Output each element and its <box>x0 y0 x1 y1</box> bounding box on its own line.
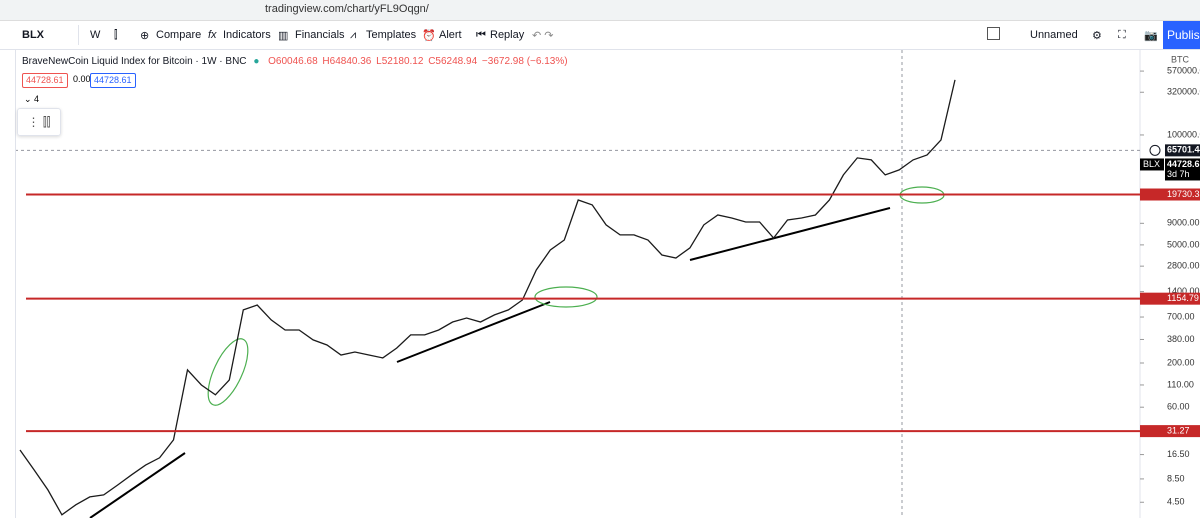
spread: 0.00 <box>73 74 91 84</box>
compare-icon[interactable]: ⊕ <box>140 30 150 42</box>
publish-button[interactable]: Publis <box>1163 21 1200 49</box>
open: O60046.68 <box>268 56 318 67</box>
ask[interactable]: 44728.61 <box>90 73 136 88</box>
chart-style-icon[interactable]: ⫿ <box>114 29 118 41</box>
level-label-box <box>1140 425 1200 438</box>
count: 4 <box>34 94 40 104</box>
symbol-tag-box <box>1140 158 1164 171</box>
high: H64840.36 <box>322 56 372 67</box>
y-tick-label: 570000.00 <box>1167 65 1200 75</box>
bid[interactable]: 44728.61 <box>22 73 68 88</box>
indicator-count[interactable]: ⌄ 4 <box>24 94 40 104</box>
financials-icon[interactable]: ▥ <box>278 30 289 42</box>
drawing-sidebar <box>0 50 16 518</box>
alert[interactable]: Alert <box>439 29 462 41</box>
crosshair-label: 65701.44 <box>1167 145 1200 155</box>
price-line <box>19 79 956 516</box>
last-price-label: 44728.61 <box>1167 159 1200 169</box>
fullscreen-icon[interactable]: ⛶ <box>1118 29 1126 41</box>
y-tick-label: 5000.00 <box>1167 239 1200 249</box>
y-tick-label: 320000.00 <box>1167 87 1200 97</box>
annotation-ellipse <box>534 286 598 308</box>
annotation-ellipse <box>207 338 249 406</box>
change: −3672.98 (−6.13%) <box>481 56 568 67</box>
browser-bar: tradingview.com/chart/yFL9Oqgn/ <box>0 0 1200 21</box>
level-label: 19730.38 <box>1167 189 1200 199</box>
toolbar: BLX W ⫿ ⊕ Compare fx Indicators ▥ Financ… <box>0 21 1200 50</box>
interval[interactable]: W <box>90 29 101 41</box>
trend-line <box>396 301 551 363</box>
symbol[interactable]: BLX <box>22 29 44 41</box>
legend: BraveNewCoin Liquid Index for Bitcoin · … <box>22 56 568 67</box>
indicators[interactable]: Indicators <box>223 29 271 41</box>
templates[interactable]: Templates <box>366 29 417 41</box>
undo[interactable]: ↶ ↷ <box>532 30 554 42</box>
y-tick-label: 4.50 <box>1167 497 1185 507</box>
close: C56248.94 <box>428 56 478 67</box>
replay[interactable]: Replay <box>490 29 525 41</box>
y-tick-label: 8.50 <box>1167 473 1185 483</box>
price-axis <box>1140 50 1200 518</box>
y-tick-label: 9000.00 <box>1167 218 1200 228</box>
y-tick-label: 200.00 <box>1167 357 1195 367</box>
countdown: 3d 7h <box>1167 169 1190 179</box>
alert-icon[interactable]: ⏰ <box>422 30 436 42</box>
y-tick-label: 16.50 <box>1167 449 1190 459</box>
y-tick-label: 100000.00 <box>1167 129 1200 139</box>
y-tick-label: 700.00 <box>1167 311 1195 321</box>
crosshair-label-box <box>1165 144 1200 157</box>
financials[interactable]: Financials <box>295 29 345 41</box>
legend-title: BraveNewCoin Liquid Index for Bitcoin · … <box>22 56 247 67</box>
crosshair-plus <box>1149 144 1161 156</box>
compare[interactable]: Compare <box>156 29 202 41</box>
symbol-tag: BLX <box>1143 159 1160 169</box>
level-label-box <box>1140 292 1200 305</box>
level-label: 1154.79 <box>1167 293 1199 303</box>
level-label-box <box>1140 188 1200 201</box>
y-tick-label: 380.00 <box>1167 334 1195 344</box>
y-tick-label: 60.00 <box>1167 402 1190 412</box>
templates-icon[interactable]: ⩘ <box>350 29 357 41</box>
y-tick-label: 110.00 <box>1167 379 1194 389</box>
trend-line <box>89 452 186 518</box>
replay-icon[interactable]: ⏮ <box>476 29 486 41</box>
snapshot-icon[interactable]: 📷 <box>1144 30 1158 42</box>
url[interactable]: tradingview.com/chart/yFL9Oqgn/ <box>265 3 429 15</box>
currency-label: BTC <box>1171 54 1190 64</box>
layout-name[interactable]: Unnamed <box>1030 29 1078 41</box>
low: L52180.12 <box>376 56 424 67</box>
y-tick-label: 2800.00 <box>1167 261 1200 271</box>
floating-widget[interactable]: ⋮ ⫿⫿ <box>17 108 61 136</box>
settings-icon[interactable]: ⚙ <box>1092 30 1102 42</box>
trend-line <box>689 207 891 261</box>
y-tick-label: 1400.00 <box>1167 286 1200 296</box>
last-price-box <box>1165 158 1200 181</box>
level-label: 31.27 <box>1167 425 1190 435</box>
indicators-icon[interactable]: fx <box>208 29 217 41</box>
checkbox[interactable] <box>987 27 1000 40</box>
